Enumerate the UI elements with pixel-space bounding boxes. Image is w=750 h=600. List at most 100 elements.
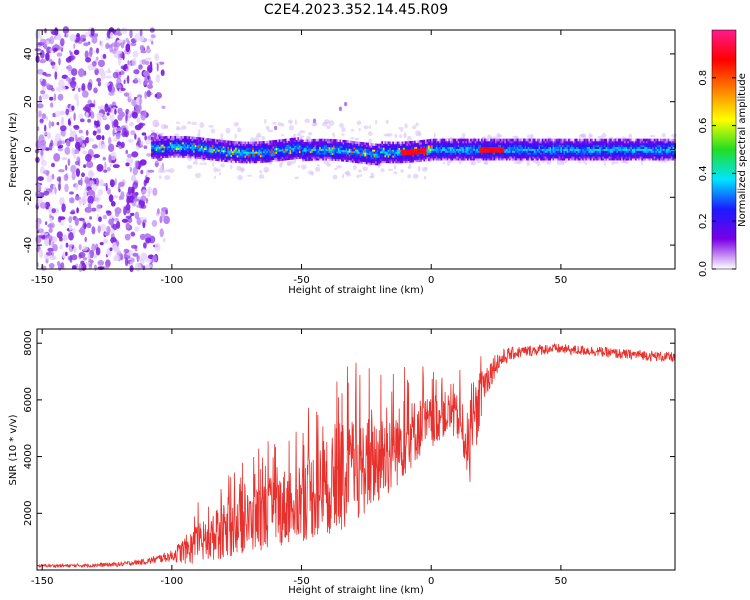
noise-blob <box>165 209 169 215</box>
line-cell <box>407 154 410 158</box>
line-cell <box>501 144 504 148</box>
line-cell <box>162 143 164 147</box>
line-cell <box>272 144 275 147</box>
line-cell <box>586 155 589 159</box>
line-cell <box>314 144 317 148</box>
line-cell <box>596 144 599 148</box>
noise-blob <box>56 261 61 266</box>
line-cell <box>495 140 497 144</box>
line-cell <box>457 142 460 146</box>
line-cell <box>541 140 544 144</box>
line-cell <box>379 154 382 157</box>
line-cell <box>397 143 399 147</box>
halo-blob <box>255 135 262 138</box>
line-cell <box>565 154 567 157</box>
line-cell <box>320 155 323 159</box>
line-cell <box>219 145 222 149</box>
line-cell <box>432 144 435 148</box>
line-cell <box>163 147 166 151</box>
line-cell <box>162 147 164 151</box>
line-cell <box>277 147 280 150</box>
line-cell <box>577 154 580 157</box>
line-cell <box>530 138 533 142</box>
line-cell <box>593 146 595 149</box>
line-cell <box>524 138 527 142</box>
line-cell <box>611 140 614 144</box>
line-cell <box>628 138 631 142</box>
line-cell <box>527 154 530 157</box>
line-cell <box>635 152 638 155</box>
line-cell <box>496 152 499 155</box>
line-cell <box>277 154 280 158</box>
line-cell <box>216 147 219 150</box>
line-cell <box>476 142 479 146</box>
noise-blob <box>81 90 89 98</box>
line-cell <box>330 152 333 155</box>
line-cell <box>303 139 306 143</box>
line-cell <box>434 152 437 155</box>
line-cell <box>319 144 322 148</box>
line-cell <box>280 150 283 154</box>
halo-blob <box>449 136 453 139</box>
line-cell <box>546 154 549 157</box>
line-cell <box>551 142 553 146</box>
line-cell <box>417 155 420 159</box>
line-cell <box>274 159 276 162</box>
noise-blob <box>134 133 137 140</box>
noise-blob <box>68 136 75 142</box>
line-cell <box>650 157 653 161</box>
line-cell <box>491 152 494 155</box>
line-cell <box>401 141 404 145</box>
noise-blob <box>152 187 158 196</box>
noise-blob <box>56 231 63 239</box>
halo-blob <box>358 128 361 132</box>
line-cell <box>448 148 451 151</box>
line-cell <box>554 148 557 151</box>
noise-blob <box>48 263 55 269</box>
line-cell <box>431 142 434 146</box>
line-cell <box>295 143 298 146</box>
line-cell <box>387 145 390 148</box>
line-cell <box>323 142 326 146</box>
line-cell <box>370 145 373 148</box>
line-cell <box>481 154 483 157</box>
line-cell <box>445 140 448 144</box>
line-cell <box>275 149 278 152</box>
line-cell <box>574 154 577 157</box>
line-cell <box>527 152 530 155</box>
line-cell <box>465 140 468 144</box>
line-cell <box>495 142 497 146</box>
line-cell <box>603 144 606 148</box>
line-cell <box>490 144 493 148</box>
line-cell <box>300 150 303 153</box>
line-cell <box>162 136 164 139</box>
line-cell <box>169 153 172 156</box>
line-cell <box>160 142 163 145</box>
line-cell <box>228 157 231 161</box>
line-cell <box>351 144 354 148</box>
line-cell <box>641 150 644 153</box>
line-cell <box>375 145 378 149</box>
line-cell <box>328 138 331 142</box>
line-cell <box>602 152 605 155</box>
line-cell <box>638 154 641 157</box>
line-cell <box>397 158 399 162</box>
line-cell <box>420 145 423 149</box>
line-cell <box>638 148 641 151</box>
noise-blob <box>70 209 76 215</box>
line-cell <box>456 148 459 151</box>
line-cell <box>477 152 480 155</box>
line-cell <box>311 139 314 142</box>
line-cell <box>566 140 569 144</box>
line-cell <box>294 149 297 152</box>
noise-blob <box>56 176 61 182</box>
line-cell <box>194 148 197 151</box>
line-cell <box>540 146 543 149</box>
line-cell <box>544 138 547 142</box>
line-cell <box>521 148 524 151</box>
noise-blob <box>148 67 153 73</box>
line-cell <box>572 138 575 142</box>
line-cell <box>355 160 357 163</box>
line-cell <box>491 150 494 153</box>
line-cell <box>476 155 479 159</box>
